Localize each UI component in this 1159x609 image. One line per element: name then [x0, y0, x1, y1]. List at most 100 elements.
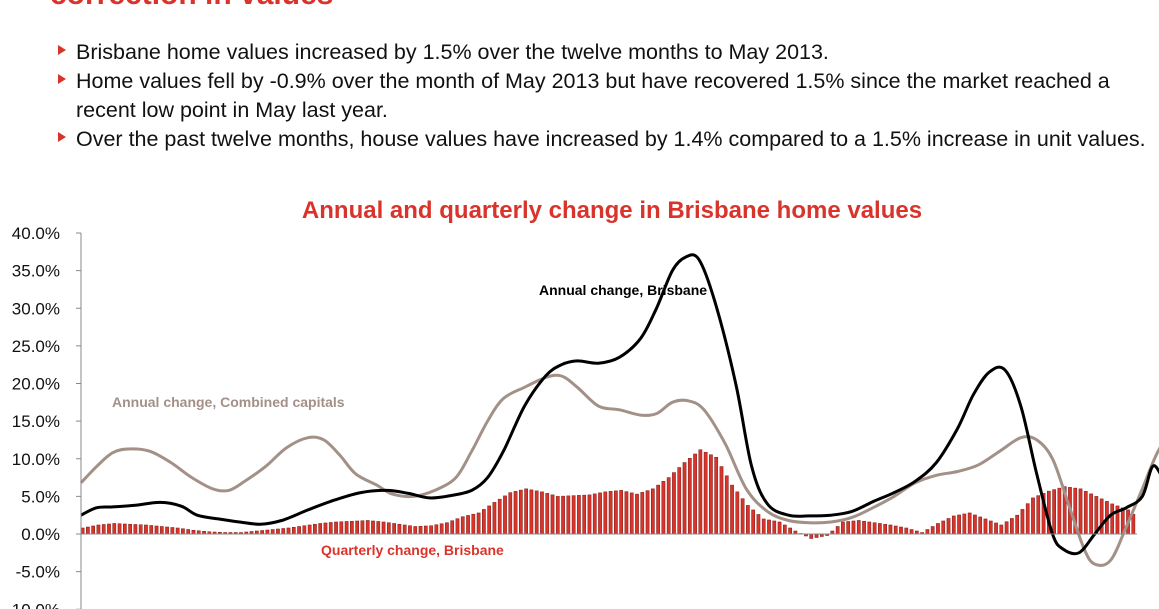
quarterly-bar — [867, 521, 872, 535]
quarterly-bar — [286, 527, 291, 535]
quarterly-bar — [724, 475, 729, 535]
quarterly-bar — [809, 533, 814, 539]
quarterly-bar — [1083, 491, 1088, 535]
quarterly-bar — [107, 523, 111, 535]
series-line-annual-brisbane — [80, 253, 1159, 556]
label-annual-brisbane: Annual change, Brisbane — [539, 282, 707, 298]
quarterly-bar — [518, 489, 523, 535]
quarterly-bar — [497, 498, 502, 535]
quarterly-bar — [619, 490, 624, 535]
quarterly-bar — [386, 522, 391, 535]
quarterly-bar — [133, 524, 138, 535]
quarterly-bar — [571, 495, 576, 535]
quarterly-bar — [994, 522, 998, 535]
quarterly-bar — [761, 518, 766, 535]
quarterly-bar — [714, 457, 719, 535]
quarterly-bar — [1020, 509, 1025, 535]
quarterly-bar — [635, 493, 639, 535]
quarterly-bar — [170, 527, 175, 535]
quarterly-bar — [328, 522, 333, 535]
y-tick-label: 40.0% — [12, 224, 60, 243]
quarterly-bar — [492, 502, 497, 535]
quarterly-bar — [529, 489, 534, 535]
quarterly-bar — [392, 523, 396, 535]
quarterly-bar — [740, 498, 745, 535]
quarterly-bar — [175, 527, 180, 535]
quarterly-bar — [846, 521, 851, 535]
quarterly-bar — [344, 521, 349, 535]
quarterly-bar — [746, 505, 750, 535]
quarterly-bar — [381, 521, 386, 535]
quarterly-bar — [545, 493, 550, 535]
quarterly-bar — [455, 518, 460, 535]
quarterly-bar — [371, 520, 375, 535]
quarterly-bar — [513, 491, 518, 535]
quarterly-bar — [1036, 495, 1041, 535]
quarterly-bar — [909, 529, 914, 535]
quarterly-bar — [936, 523, 940, 535]
quarterly-bar — [1131, 513, 1136, 535]
quarterly-bar — [318, 523, 323, 535]
quarterly-bar — [978, 516, 983, 535]
quarterly-bar — [561, 495, 565, 535]
bullet-text: Over the past twelve months, house value… — [76, 127, 1146, 151]
quarterly-bar — [117, 523, 122, 535]
quarterly-bar — [397, 523, 402, 535]
quarterly-bar — [988, 520, 993, 535]
quarterly-bar — [883, 523, 888, 535]
quarterly-bar — [281, 528, 286, 535]
quarterly-bar — [888, 524, 893, 535]
quarterly-bar — [260, 530, 264, 535]
slide-heading: correction in values — [50, 0, 333, 12]
quarterly-bar — [566, 495, 571, 535]
quarterly-bar — [629, 492, 634, 535]
quarterly-bar — [687, 458, 692, 535]
quarterly-bar — [291, 526, 296, 535]
quarterly-bar — [856, 520, 861, 535]
quarterly-bar — [930, 526, 935, 535]
quarterly-bar — [1089, 493, 1093, 535]
quarterly-bar — [1110, 503, 1115, 535]
quarterly-bar — [482, 509, 486, 535]
quarterly-bar — [191, 529, 196, 535]
quarterly-bar — [159, 526, 164, 535]
quarterly-bar — [983, 518, 988, 535]
quarterly-bar — [703, 451, 708, 535]
quarterly-bar — [661, 481, 666, 535]
bullet-text: Home values fell by -0.9% over the month… — [76, 69, 1110, 122]
quarterly-bar — [872, 522, 877, 535]
quarterly-bar — [439, 523, 444, 535]
quarterly-bar — [413, 526, 418, 535]
quarterly-bar — [904, 527, 909, 535]
quarterly-bar — [608, 491, 613, 535]
quarterly-bar — [270, 529, 275, 535]
quarterly-bar — [814, 533, 819, 538]
quarterly-bar — [339, 521, 344, 535]
quarterly-bar — [165, 526, 169, 535]
quarterly-bar — [862, 520, 866, 535]
quarterly-bar — [550, 494, 555, 535]
y-tick-label: 25.0% — [12, 337, 60, 356]
quarterly-bar — [899, 526, 903, 535]
quarterly-bar — [429, 525, 433, 535]
quarterly-bar — [973, 514, 977, 535]
label-quarterly-brisbane: Quarterly change, Brisbane — [321, 542, 504, 558]
quarterly-bar — [730, 484, 734, 535]
quarterly-bar — [181, 528, 185, 535]
label-annual-capitals: Annual change, Combined capitals — [112, 394, 345, 410]
bullet-item: Brisbane home values increased by 1.5% o… — [58, 38, 1153, 67]
series-line-annual-capitals — [79, 373, 1159, 567]
quarterly-bar — [698, 449, 703, 535]
quarterly-bar — [508, 492, 513, 535]
quarterly-bar — [666, 477, 671, 535]
bullet-triangle-icon — [58, 74, 66, 84]
quarterly-bar — [365, 520, 370, 535]
quarterly-bar — [476, 512, 481, 535]
quarterly-bar — [265, 529, 270, 535]
quarterly-bar — [841, 521, 845, 535]
quarterly-bar — [851, 520, 856, 535]
quarterly-bar — [767, 519, 771, 535]
quarterly-bar — [402, 524, 407, 535]
quarterly-bar — [967, 512, 972, 535]
y-tick-label: 20.0% — [12, 375, 60, 394]
